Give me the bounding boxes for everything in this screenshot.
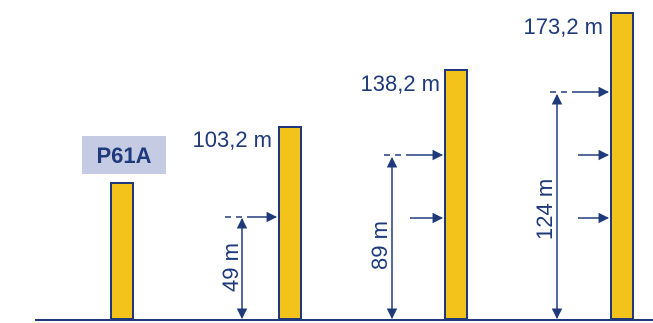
height-label-138: 138,2 m <box>361 71 441 96</box>
column-103: 103,2 m 49 m <box>193 126 302 320</box>
model-badge-background <box>82 136 166 174</box>
pillar-138 <box>444 69 468 320</box>
column-138: 138,2 m 89 m <box>361 69 468 320</box>
span-label-124: 124 m <box>532 179 557 240</box>
pillar-173 <box>610 12 634 320</box>
model-badge: P61A <box>96 143 151 168</box>
height-label-103: 103,2 m <box>193 127 273 152</box>
column-173: 173,2 m 124 m <box>524 12 634 320</box>
pillar-base <box>110 182 134 320</box>
span-label-49: 49 m <box>218 243 243 292</box>
span-label-89: 89 m <box>367 221 392 270</box>
height-label-173: 173,2 m <box>524 14 604 39</box>
pillar-103 <box>278 126 302 320</box>
column-p61a: P61A <box>82 136 166 320</box>
